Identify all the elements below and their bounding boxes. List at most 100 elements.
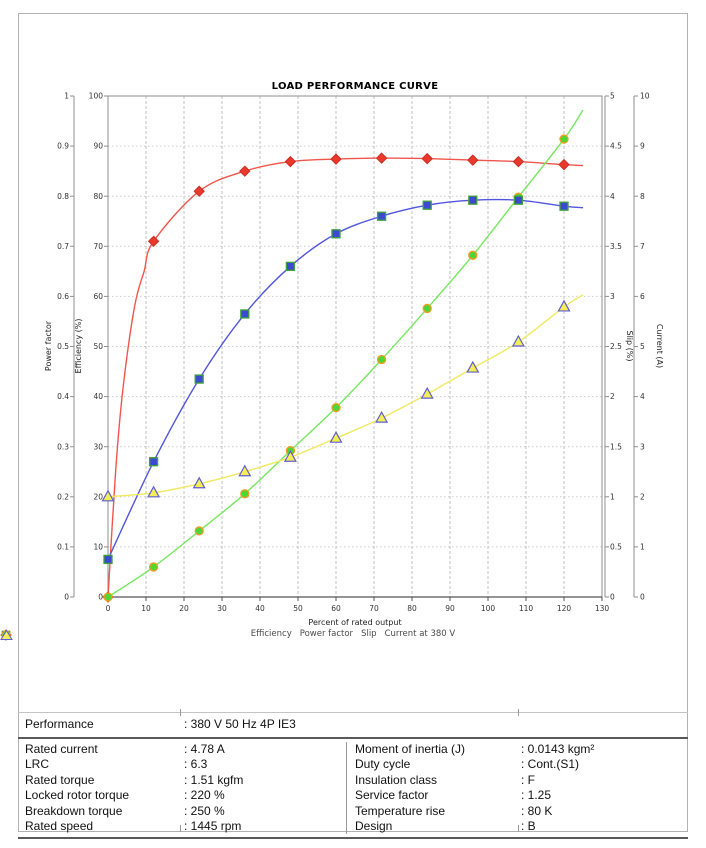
x-tick-label: 60 bbox=[331, 604, 341, 613]
slip-tick-label: 0.5 bbox=[610, 543, 622, 552]
current-tick-label: 1 bbox=[640, 543, 645, 552]
legend-item-power-factor: Power factor bbox=[1, 629, 353, 640]
power-factor-series bbox=[103, 195, 584, 565]
slip-marker bbox=[422, 303, 432, 314]
efficiency-tick-label: 90 bbox=[93, 142, 103, 151]
power_factor-tick-label: 1 bbox=[64, 92, 69, 101]
power_factor-tick-label: 0.2 bbox=[57, 492, 69, 501]
gridlines bbox=[108, 96, 602, 597]
efficiency-tick-label: 100 bbox=[89, 92, 104, 101]
current-tick-label: 2 bbox=[640, 492, 645, 501]
Power factor-line bbox=[107, 198, 584, 560]
efficiency-tick-label: 0 bbox=[98, 593, 103, 602]
current-tick-label: 7 bbox=[640, 242, 645, 251]
power-factor-marker bbox=[468, 195, 478, 205]
performance-row: Performance : 380 V 50 Hz 4P IE3 bbox=[18, 713, 688, 739]
legend-item-efficiency: Efficiency bbox=[0, 629, 292, 641]
spec-value: : 6.3 bbox=[184, 757, 208, 772]
current-marker bbox=[511, 334, 525, 347]
spec-value: : 1445 rpm bbox=[184, 818, 242, 833]
spec-label: Duty cycle bbox=[346, 757, 517, 773]
performance-value: : 380 V 50 Hz 4P IE3 bbox=[184, 717, 296, 732]
current-tick-label: 8 bbox=[640, 192, 645, 201]
current-marker bbox=[147, 485, 161, 498]
spec-label: Rated torque bbox=[25, 772, 95, 787]
x-tick-label: 50 bbox=[293, 604, 303, 613]
legend-label: Efficiency bbox=[250, 629, 292, 639]
slip-marker bbox=[148, 562, 159, 572]
slip-tick-label: 3.5 bbox=[610, 242, 622, 251]
power-factor-marker bbox=[285, 261, 296, 271]
legend-item-current: Current at 380 V bbox=[0, 629, 456, 640]
spec-label: Breakdown torque bbox=[25, 803, 123, 818]
page-border bbox=[18, 13, 688, 832]
current-tick-label: 10 bbox=[640, 92, 650, 101]
x-tick-label: 110 bbox=[519, 604, 534, 613]
efficiency-marker bbox=[193, 185, 205, 197]
efficiency-tick-label: 10 bbox=[93, 543, 103, 552]
performance-label: Performance bbox=[25, 717, 94, 732]
spec-value: : 80 K bbox=[521, 803, 553, 818]
current-marker bbox=[329, 430, 343, 443]
efficiency-tick-label: 60 bbox=[93, 292, 103, 301]
efficiency-tick-label: 30 bbox=[93, 442, 103, 451]
efficiency-marker bbox=[467, 154, 479, 166]
triangle-marker-icon bbox=[0, 629, 13, 640]
slip-marker bbox=[194, 526, 204, 536]
slip-marker bbox=[559, 134, 569, 144]
spec-label: Service factor bbox=[346, 788, 517, 804]
power-factor-marker bbox=[148, 457, 159, 467]
power_factor-tick-label: 0.8 bbox=[57, 192, 69, 201]
x-axis-title: Percent of rated output bbox=[308, 618, 401, 627]
slip-tick-label: 1 bbox=[610, 492, 615, 501]
x-tick-label: 0 bbox=[106, 604, 111, 613]
slip-marker bbox=[376, 354, 387, 365]
power-factor-marker bbox=[103, 554, 113, 565]
power_factor-tick-label: 0 bbox=[64, 593, 69, 602]
current-marker bbox=[283, 449, 297, 462]
slip-series bbox=[103, 109, 584, 602]
current-marker bbox=[375, 410, 389, 423]
current-marker bbox=[101, 489, 115, 502]
legend-label: Current at 380 V bbox=[384, 629, 456, 639]
x-tick-label: 130 bbox=[595, 604, 610, 613]
power-factor-marker bbox=[194, 374, 204, 384]
power_factor-tick-label: 0.5 bbox=[57, 342, 69, 351]
power-factor-marker bbox=[513, 195, 524, 205]
slip-marker bbox=[331, 402, 341, 413]
spec-label: Temperature rise bbox=[346, 803, 517, 819]
power-factor-marker bbox=[331, 229, 341, 239]
x-tick-label: 120 bbox=[557, 604, 572, 613]
table-column-tick bbox=[518, 709, 519, 716]
current-at-380-v-series bbox=[101, 294, 584, 502]
current-marker bbox=[466, 360, 480, 373]
efficiency-marker bbox=[147, 235, 160, 247]
slip-tick-label: 3 bbox=[610, 292, 615, 301]
slip-tick-label: 4 bbox=[610, 192, 615, 201]
current-tick-label: 3 bbox=[640, 442, 645, 451]
current-tick-label: 4 bbox=[640, 392, 645, 401]
legend-item-slip: Slip bbox=[1, 629, 377, 640]
current-tick-label: 0 bbox=[640, 593, 645, 602]
x-tick-label: 20 bbox=[179, 604, 189, 613]
efficiency-marker bbox=[330, 153, 342, 165]
efficiency-tick-label: 70 bbox=[93, 242, 103, 251]
slip-tick-label: 5 bbox=[610, 92, 615, 101]
efficiency-marker bbox=[558, 158, 570, 171]
table-column-tick bbox=[180, 709, 181, 716]
efficiency-marker bbox=[284, 155, 297, 168]
spec-label: LRC bbox=[25, 757, 50, 772]
efficiency-tick-label: 80 bbox=[93, 192, 103, 201]
slip-tick-label: 0 bbox=[610, 593, 615, 602]
power-factor-marker bbox=[240, 309, 250, 319]
spec-value: : 0.0143 kgm² bbox=[521, 742, 595, 756]
efficiency-series bbox=[102, 152, 584, 603]
x-tick-label: 80 bbox=[407, 604, 417, 613]
efficiency-tick-label: 40 bbox=[93, 392, 103, 401]
current-marker bbox=[192, 476, 206, 489]
spec-value: : F bbox=[521, 772, 535, 787]
table-column-tick bbox=[180, 825, 181, 832]
table-column-tick bbox=[518, 825, 519, 832]
spec-label: Design bbox=[346, 818, 517, 835]
slip-tick-label: 1.5 bbox=[610, 442, 622, 451]
